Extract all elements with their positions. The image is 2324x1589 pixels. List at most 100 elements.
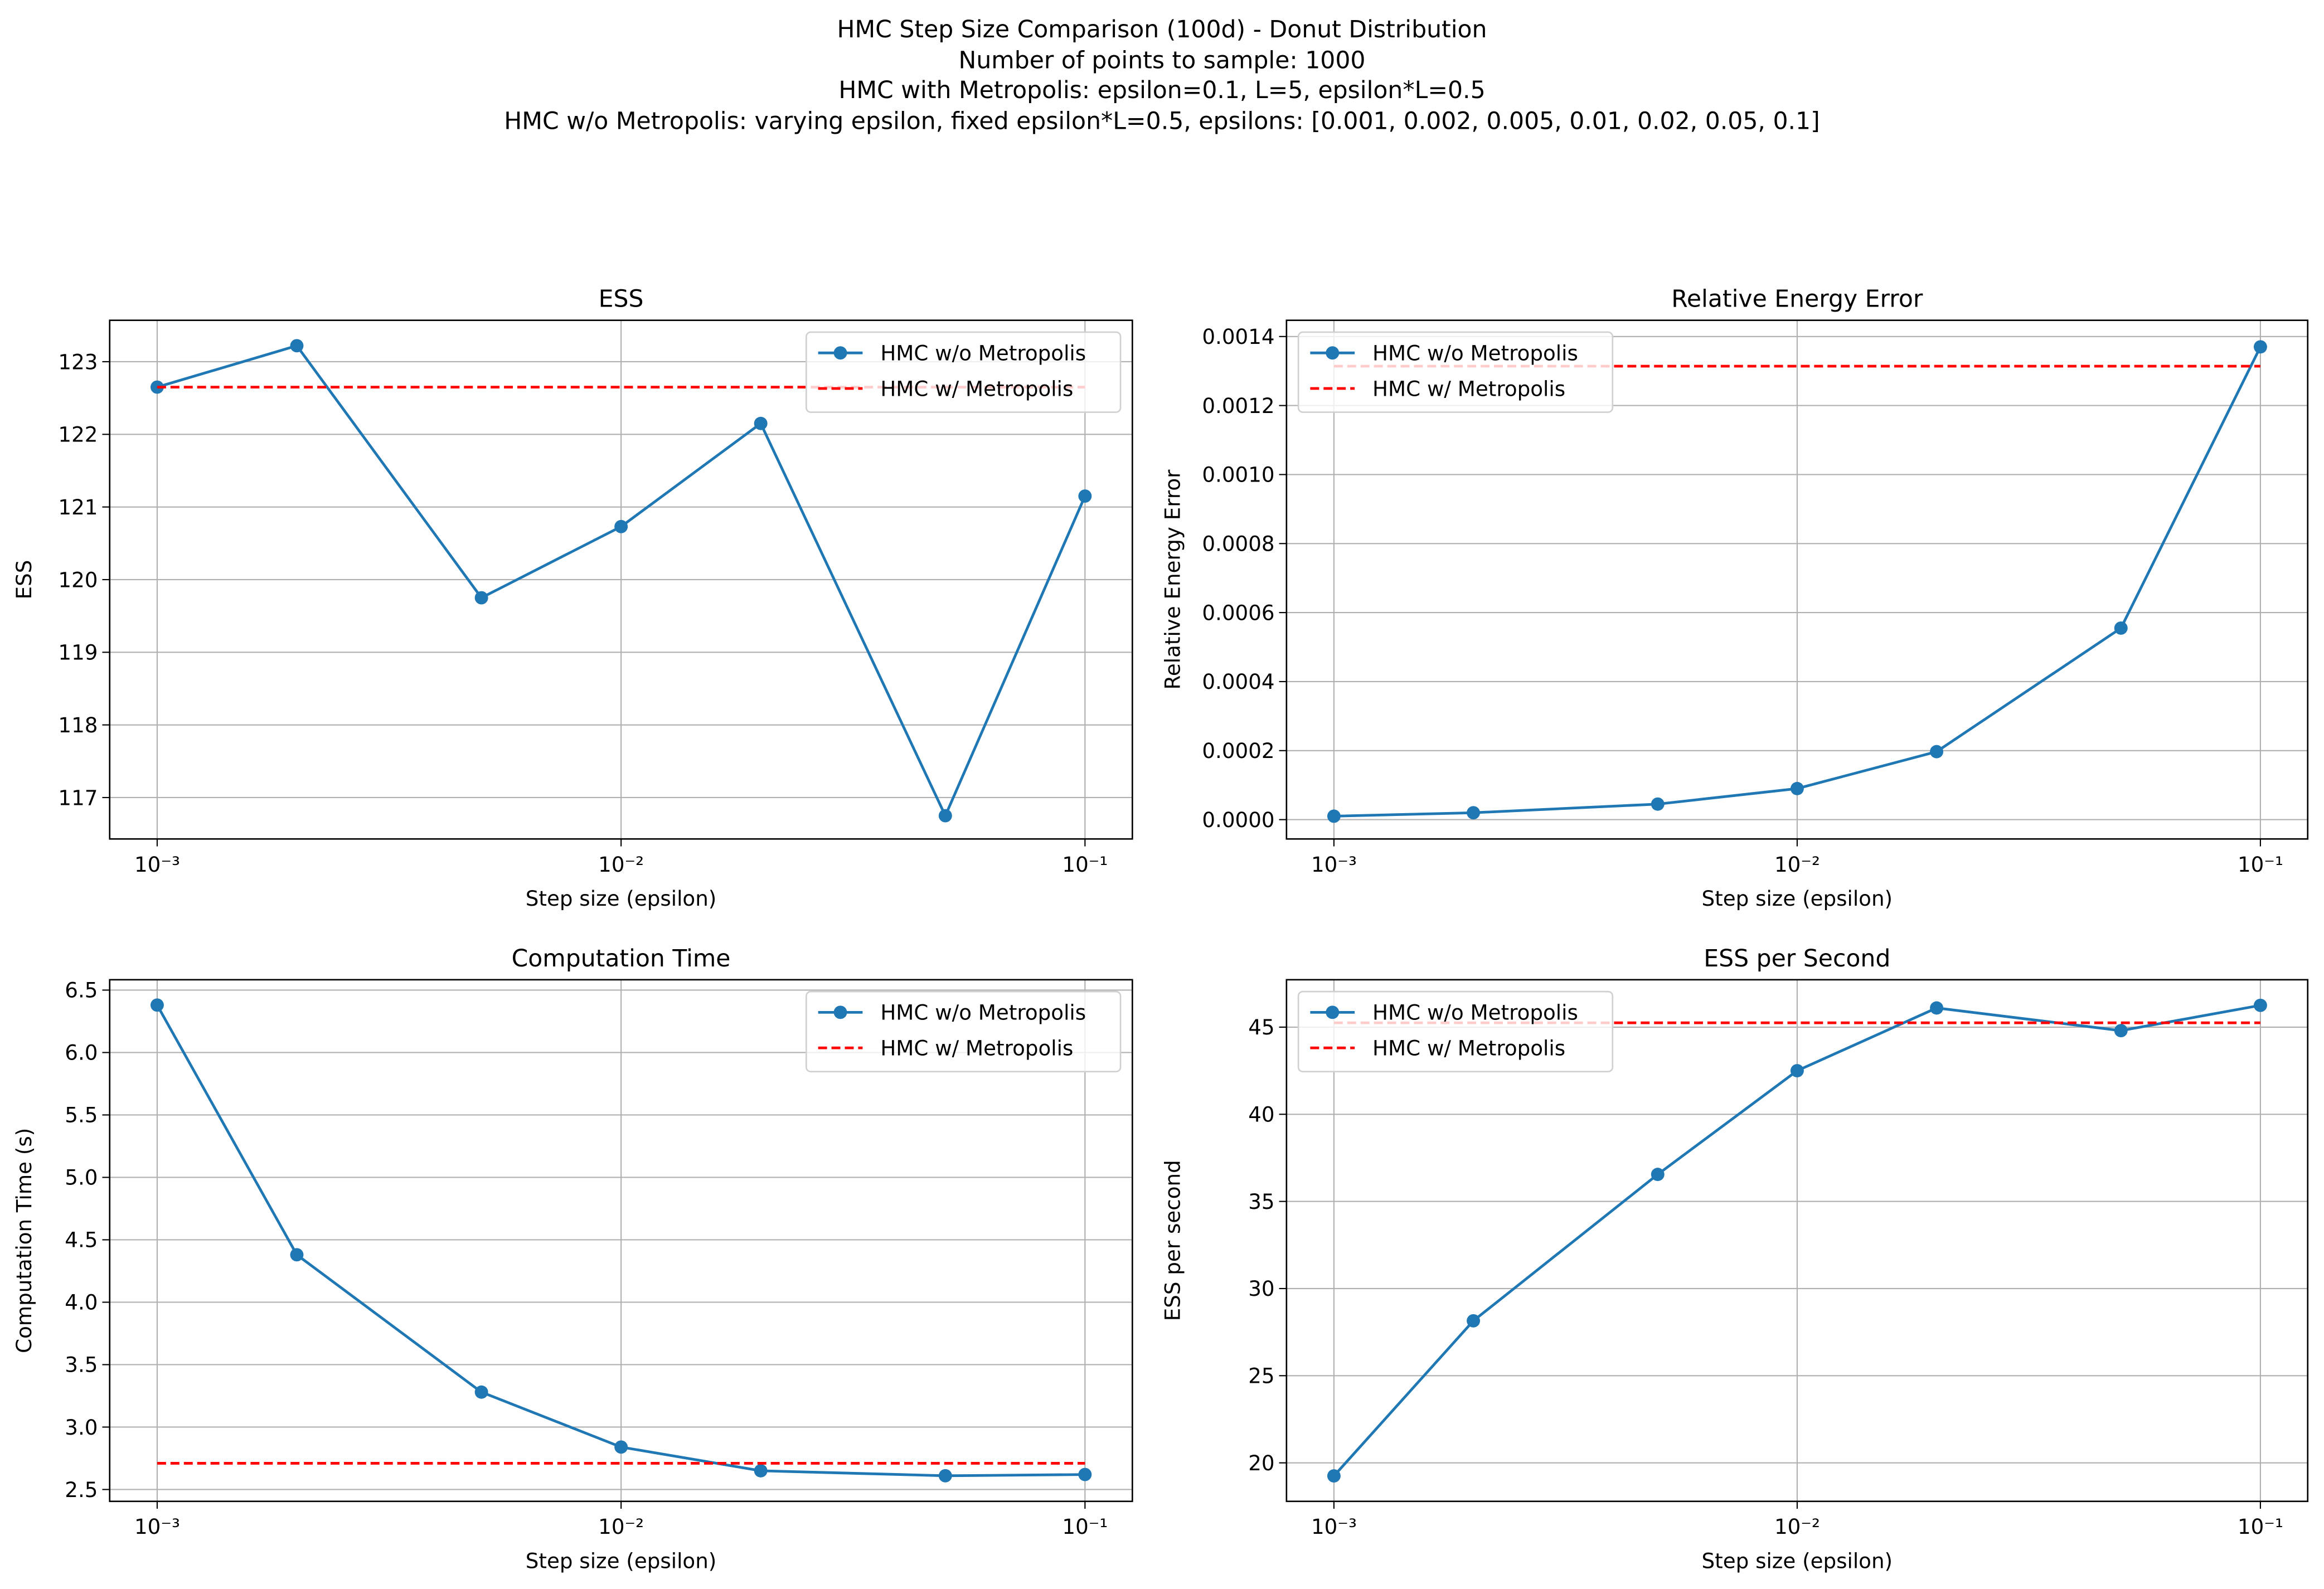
data-point <box>2114 1024 2128 1038</box>
x-tick-label: 10⁻³ <box>1311 1514 1357 1539</box>
legend-label: HMC w/o Metropolis <box>1372 1000 1578 1025</box>
data-point <box>1930 745 1944 759</box>
x-tick-label: 10⁻¹ <box>2238 852 2283 877</box>
legend-box <box>1297 331 1614 413</box>
x-axis-label: Step size (epsilon) <box>1702 1548 1893 1573</box>
y-axis-label: ESS per second <box>1160 1160 1185 1321</box>
data-point <box>474 1385 488 1399</box>
y-axis-label: Computation Time (s) <box>12 1128 36 1353</box>
y-tick-label: 5.0 <box>65 1165 98 1190</box>
legend-label: HMC w/o Metropolis <box>880 341 1086 365</box>
axes-frame <box>109 979 1133 1503</box>
x-tick-label: 10⁻² <box>1774 852 1820 877</box>
y-tick-label: 0.0002 <box>1202 738 1274 763</box>
y-tick-label: 117 <box>58 785 98 810</box>
legend: HMC w/o Metropolis HMC w/ Metropolis <box>1297 331 1614 413</box>
subplot-title: Computation Time <box>512 945 731 973</box>
legend-marker <box>833 346 847 360</box>
y-tick-label: 6.5 <box>65 978 98 1003</box>
legend: HMC w/o Metropolis HMC w/ Metropolis <box>1297 990 1614 1073</box>
subplot: Relative Energy Error Step size (epsilon)… <box>1160 286 2309 911</box>
data-point <box>2253 998 2267 1012</box>
data-point <box>1078 1467 1092 1481</box>
data-point <box>938 809 952 823</box>
y-tick-label: 120 <box>58 567 98 592</box>
y-tick-label: 122 <box>58 422 98 447</box>
y-tick-label: 2.5 <box>65 1478 98 1502</box>
suptitle-line: HMC with Metropolis: epsilon=0.1, L=5, e… <box>838 77 1485 104</box>
data-point <box>290 339 304 353</box>
y-axis-label: ESS <box>12 560 36 600</box>
y-tick-label: 118 <box>58 713 98 737</box>
axes-frame <box>1285 319 2309 840</box>
legend-label: HMC w/ Metropolis <box>1372 1036 1565 1060</box>
legend-label: HMC w/ Metropolis <box>880 376 1073 401</box>
legend: HMC w/o Metropolis HMC w/ Metropolis <box>806 331 1122 413</box>
legend: HMC w/o Metropolis HMC w/ Metropolis <box>806 990 1122 1073</box>
x-tick-label: 10⁻³ <box>1311 852 1357 877</box>
y-tick-label: 0.0012 <box>1202 393 1274 418</box>
x-tick-label: 10⁻² <box>598 852 644 877</box>
suptitle-line: HMC Step Size Comparison (100d) - Donut … <box>837 16 1487 43</box>
x-tick-label: 10⁻¹ <box>2238 1514 2283 1539</box>
data-point <box>1790 781 1804 795</box>
data-point <box>614 1440 628 1454</box>
data-point <box>150 380 164 394</box>
data-point <box>2114 621 2128 635</box>
data-point <box>614 519 628 533</box>
y-tick-label: 123 <box>58 349 98 374</box>
x-axis-label: Step size (epsilon) <box>526 1548 717 1573</box>
y-tick-label: 40 <box>1248 1102 1274 1127</box>
legend-label: HMC w/ Metropolis <box>1372 376 1565 401</box>
subplot-title: ESS per Second <box>1704 945 1890 973</box>
y-tick-label: 0.0006 <box>1202 600 1274 625</box>
data-point <box>1078 489 1092 503</box>
y-tick-label: 6.0 <box>65 1041 98 1065</box>
y-tick-label: 0.0000 <box>1202 808 1274 832</box>
y-tick-label: 20 <box>1248 1451 1274 1475</box>
subplot-title: ESS <box>599 286 644 313</box>
data-point <box>474 591 488 605</box>
data-point <box>1790 1064 1804 1078</box>
data-point <box>1651 1168 1665 1182</box>
y-tick-label: 45 <box>1248 1015 1274 1039</box>
axes-frame <box>1285 979 2309 1503</box>
data-point <box>1467 1314 1481 1328</box>
y-tick-label: 119 <box>58 640 98 665</box>
x-tick-label: 10⁻¹ <box>1062 1514 1108 1539</box>
data-point <box>754 1464 768 1478</box>
suptitle-line: Number of points to sample: 1000 <box>959 47 1366 75</box>
y-tick-label: 3.5 <box>65 1353 98 1377</box>
data-point <box>1651 797 1665 811</box>
data-point <box>1930 1001 1944 1015</box>
data-point <box>2253 340 2267 354</box>
data-point <box>938 1469 952 1483</box>
legend-label: HMC w/o Metropolis <box>880 1000 1086 1025</box>
x-tick-label: 10⁻² <box>598 1514 644 1539</box>
subplot-title: Relative Energy Error <box>1671 286 1923 313</box>
data-point <box>1327 809 1341 823</box>
y-tick-label: 25 <box>1248 1364 1274 1388</box>
legend-label: HMC w/o Metropolis <box>1372 341 1578 365</box>
legend-marker <box>1326 1005 1340 1019</box>
legend-label: HMC w/ Metropolis <box>880 1036 1073 1060</box>
axes-frame <box>109 319 1133 840</box>
data-point <box>1327 1469 1341 1483</box>
x-tick-label: 10⁻² <box>1774 1514 1820 1539</box>
y-tick-label: 4.0 <box>65 1290 98 1315</box>
suptitle-line: HMC w/o Metropolis: varying epsilon, fix… <box>504 108 1820 135</box>
x-tick-label: 10⁻¹ <box>1062 852 1108 877</box>
y-tick-label: 3.0 <box>65 1415 98 1440</box>
y-axis-label: Relative Energy Error <box>1160 469 1185 689</box>
y-tick-label: 4.5 <box>65 1228 98 1252</box>
legend-marker <box>1326 346 1340 360</box>
data-point <box>754 416 768 430</box>
legend-box <box>806 331 1122 413</box>
y-tick-label: 0.0008 <box>1202 532 1274 556</box>
y-tick-label: 0.0004 <box>1202 669 1274 694</box>
legend-box <box>1297 990 1614 1073</box>
y-tick-label: 5.5 <box>65 1103 98 1128</box>
